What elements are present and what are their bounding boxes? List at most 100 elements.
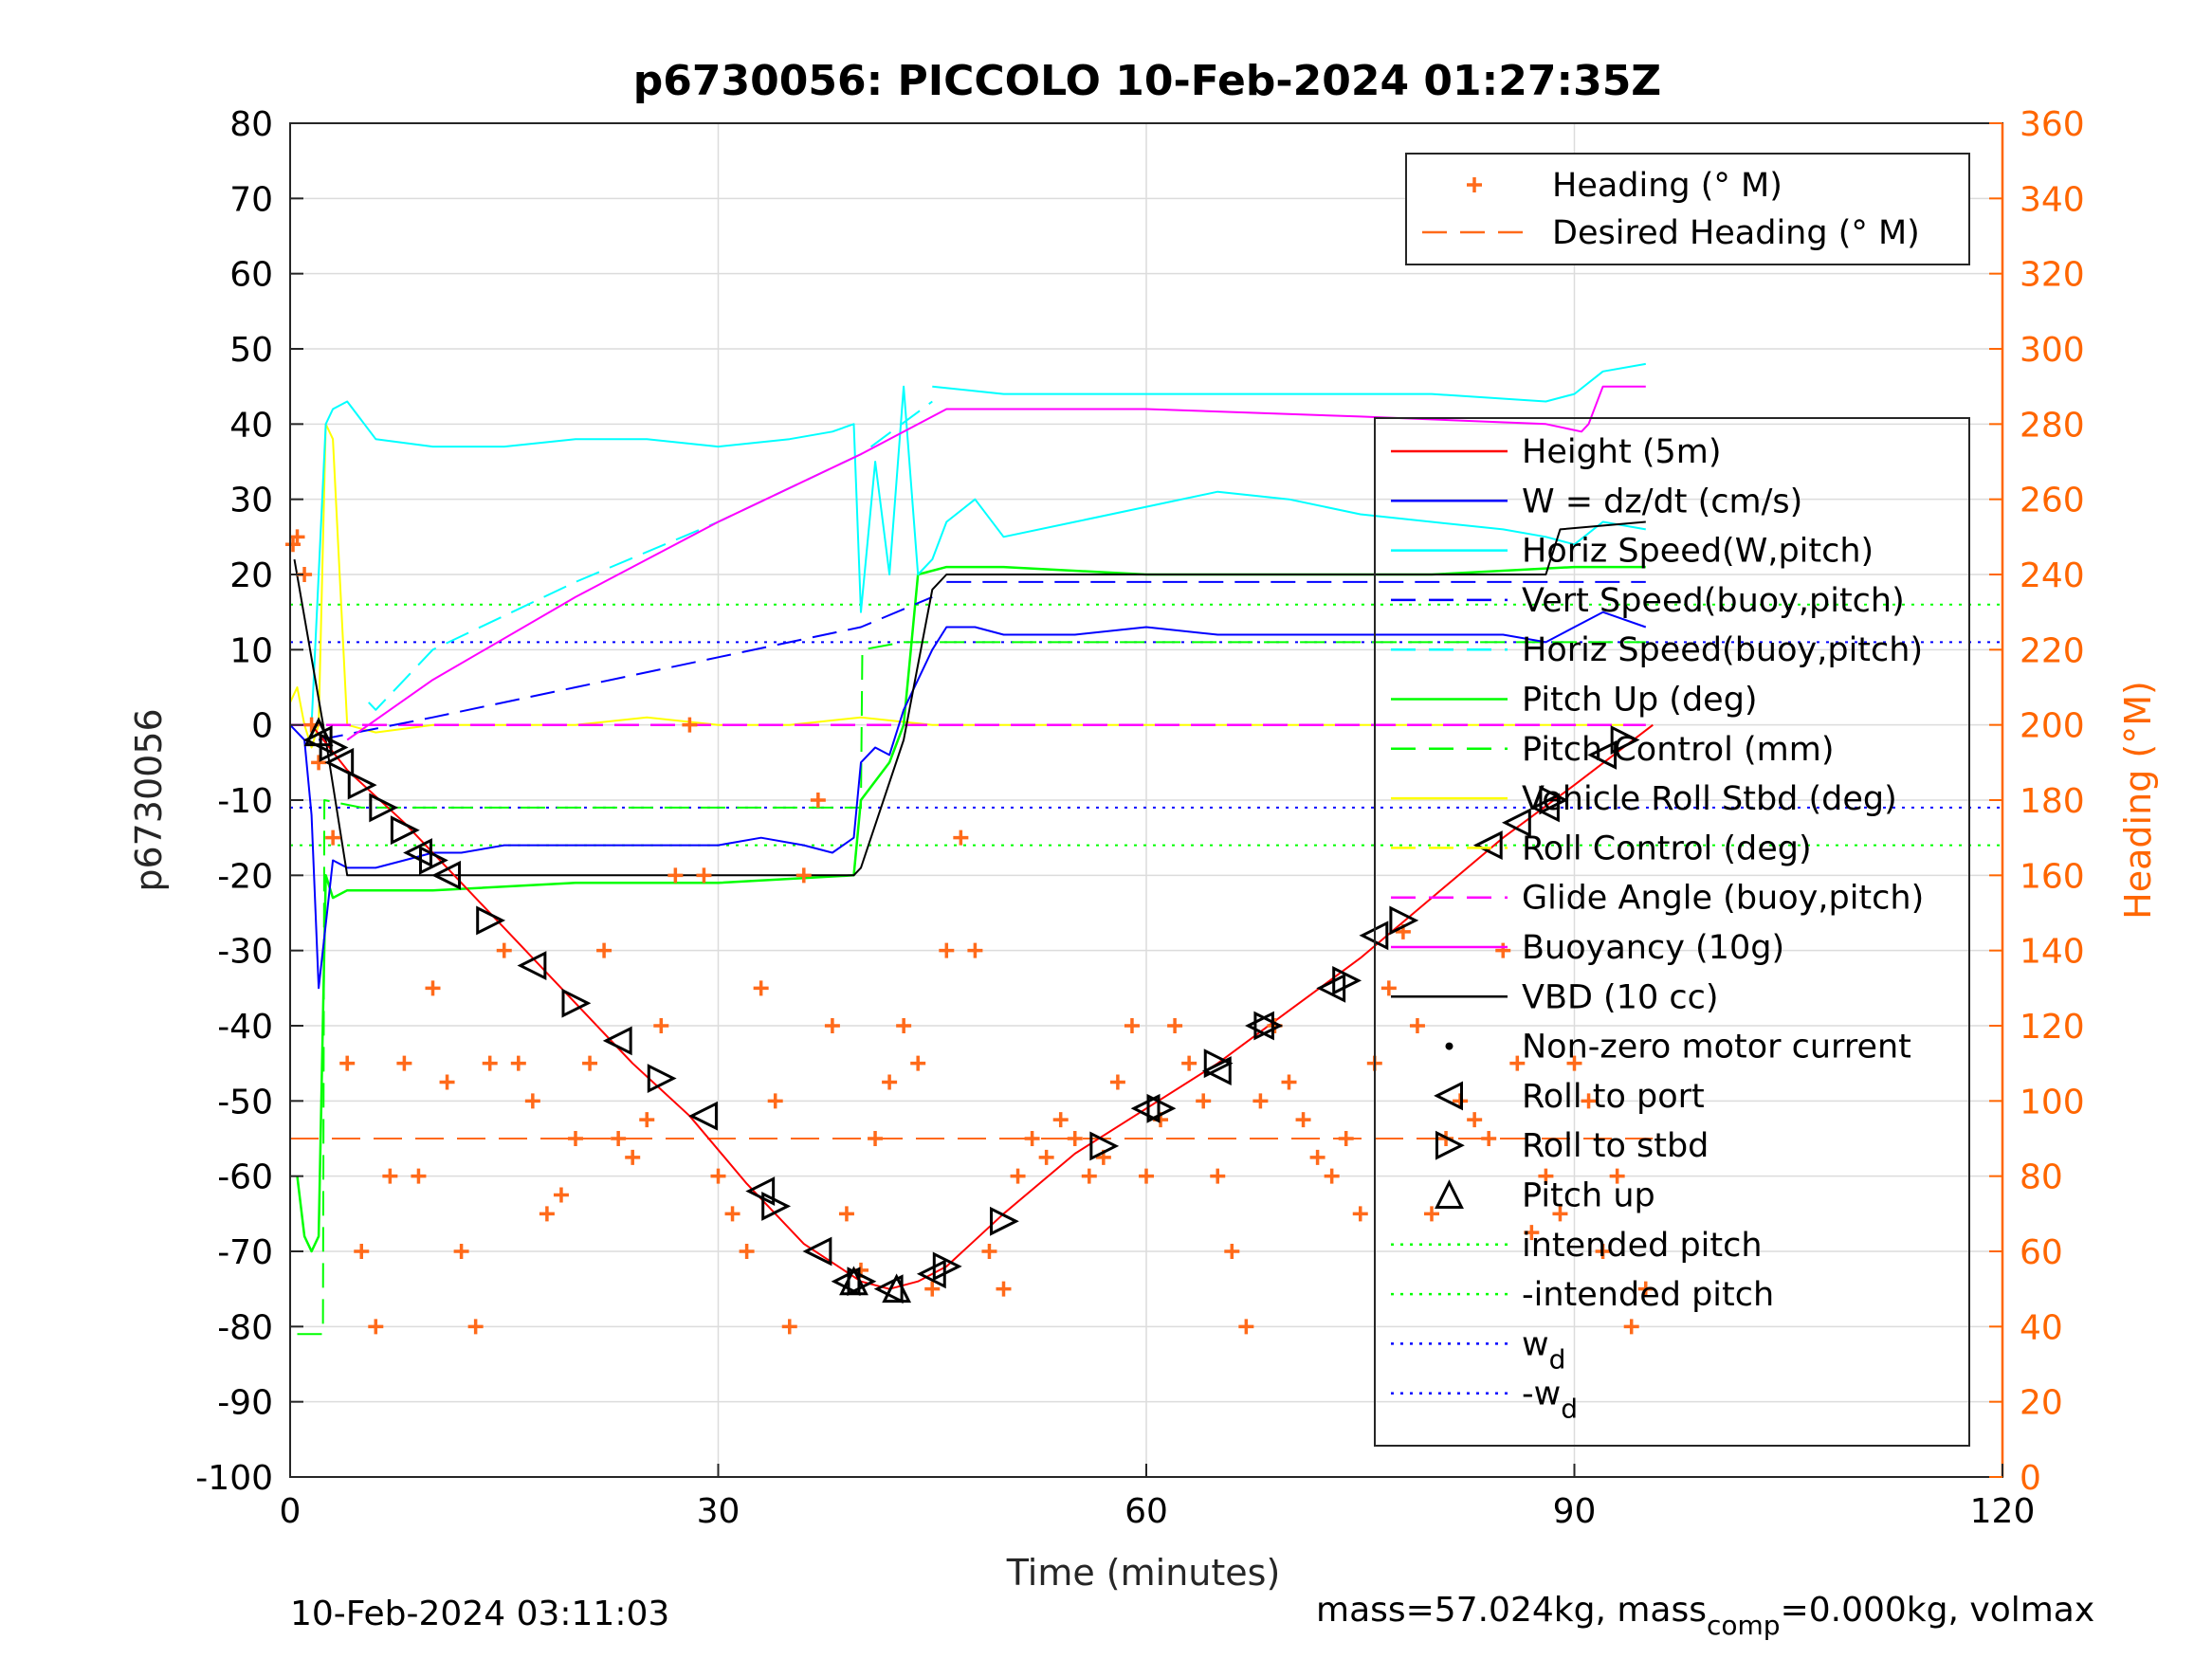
- roll-stbd-marker: [1332, 965, 1362, 995]
- y-tick-label: 10: [229, 631, 273, 670]
- x-axis-ticks: 0 30 60 90 120: [280, 1464, 2036, 1531]
- roll-stbd-marker: [647, 1064, 677, 1093]
- heading-point: [810, 793, 826, 808]
- pitch-up-marker: [839, 1266, 868, 1296]
- roll-port-marker: [431, 860, 462, 890]
- heading-point: [625, 1149, 641, 1165]
- heading-point: [289, 529, 305, 545]
- heading-point: [1481, 1131, 1497, 1146]
- horiz-speed-w-top-series-line: [932, 362, 1646, 403]
- right-tick-label: 160: [2020, 857, 2085, 896]
- right-tick-label: 360: [2020, 105, 2085, 144]
- heading-point: [596, 942, 612, 958]
- right-axis-ticks: 3603403203002802602402202001801601401201…: [1989, 105, 2085, 1498]
- heading-point: [467, 1319, 484, 1335]
- horiz-speed-w-series-line: [310, 385, 1646, 725]
- heading-point: [896, 1018, 912, 1033]
- heading-point: [1252, 1093, 1269, 1109]
- w-series-line: [289, 611, 1647, 990]
- pitch-up-marker: [882, 1273, 912, 1304]
- heading-point: [1524, 1225, 1540, 1241]
- y-tick-label: -10: [217, 782, 273, 821]
- legend-main-label: -intended pitch: [1522, 1276, 1774, 1314]
- legend-main-label: Roll to stbd: [1522, 1127, 1709, 1165]
- y-tick-label: -100: [195, 1459, 273, 1498]
- right-tick-label: 140: [2020, 933, 2085, 972]
- roll-stbd-marker: [561, 988, 592, 1018]
- x-tick-label: 120: [1970, 1492, 2036, 1531]
- heading-point: [1139, 1168, 1154, 1184]
- legend-main-sample: [1435, 1130, 1465, 1160]
- legend-main-box: [1374, 417, 1970, 1447]
- heading-point: [924, 1281, 941, 1297]
- heading-point: [368, 1319, 384, 1335]
- right-tick-label: 300: [2020, 331, 2085, 370]
- roll-stbd-marker: [1253, 1011, 1284, 1041]
- y-tick-label: -30: [217, 933, 273, 972]
- roll-stbd-marker: [990, 1206, 1019, 1236]
- legend-main-label: Roll to port: [1522, 1078, 1705, 1116]
- heading-point: [396, 1055, 412, 1071]
- heading-point: [382, 1168, 398, 1184]
- pitch-up-marker: [303, 717, 334, 747]
- x-tick-label: 60: [1124, 1492, 1168, 1531]
- heading-point: [1566, 1055, 1582, 1071]
- grid: [289, 122, 2003, 1478]
- roll-stbd-marker: [419, 846, 448, 875]
- right-tick-label: 120: [2020, 1008, 2085, 1047]
- heading-point: [710, 1168, 726, 1184]
- right-tick-label: 320: [2020, 256, 2085, 295]
- roll-port-marker: [602, 1026, 632, 1056]
- heading-point: [1623, 1319, 1639, 1335]
- y-tick-label: 50: [229, 331, 273, 370]
- heading-point: [553, 1187, 569, 1203]
- y-axis-ticks: 80 70 60 50 40 30 20 10 0 -10 -20 -30 -40 -50 -60 -70 -8…: [195, 105, 303, 1498]
- roll-stbd-marker: [1089, 1131, 1120, 1161]
- legend-heading: Heading (° M) Desired Heading (° M): [1405, 153, 1970, 265]
- y-tick-label: -90: [217, 1384, 273, 1423]
- heading-point: [611, 1131, 627, 1146]
- heading-point: [311, 755, 327, 771]
- legend-main-label: Vehicle Roll Stbd (deg): [1522, 780, 1897, 818]
- roll-stbd-marker: [347, 770, 377, 800]
- y-tick-label: -70: [217, 1233, 273, 1272]
- footer-mass-sub: comp: [1707, 1610, 1781, 1641]
- heading-point: [1424, 1206, 1439, 1222]
- legend-main-label-sub: d: [1561, 1394, 1578, 1425]
- roll-stbd-marker: [476, 905, 506, 936]
- chart-title: p6730056: PICCOLO 10-Feb-2024 01:27:35Z: [633, 57, 1661, 105]
- legend-heading-label: Heading (° M): [1552, 167, 1782, 205]
- legend-main-label: Pitch Up (deg): [1522, 682, 1758, 720]
- y-axis-label: p6730056: [128, 708, 170, 891]
- heading-point: [1637, 1281, 1654, 1297]
- legend-main-label: Pitch up: [1522, 1177, 1655, 1215]
- heading-point: [582, 1055, 598, 1071]
- height-series-line: [310, 723, 1654, 1290]
- heading-point: [1109, 1074, 1125, 1090]
- roll-stbd-marker: [1203, 1048, 1234, 1079]
- heading-point: [1224, 1244, 1240, 1259]
- heading-point: [1052, 1112, 1069, 1128]
- heading-point: [653, 1018, 669, 1033]
- right-tick-label: 260: [2020, 482, 2085, 520]
- y-tick-label: -80: [217, 1308, 273, 1347]
- x-axis-label: Time (minutes): [1006, 1552, 1281, 1594]
- heading-point: [1324, 1168, 1340, 1184]
- y-tick-label: 30: [229, 482, 273, 520]
- right-tick-label: 340: [2020, 180, 2085, 219]
- x-tick-label: 30: [697, 1492, 740, 1531]
- right-tick-label: 0: [2020, 1459, 2041, 1498]
- legend-main-label: Horiz Speed(W,pitch): [1522, 533, 1874, 571]
- heading-point: [910, 1055, 926, 1071]
- heading-point: [1409, 1018, 1425, 1033]
- heading-point: [1238, 1319, 1254, 1335]
- heading-point: [1124, 1018, 1140, 1033]
- legend-main-label: VBD (10 cc): [1522, 978, 1719, 1016]
- roll-port-marker: [1130, 1093, 1161, 1123]
- heading-point: [1509, 1055, 1526, 1071]
- heading-point: [1352, 1206, 1368, 1222]
- vbd-series-line: [293, 520, 1646, 877]
- heading-point: [1167, 1018, 1183, 1033]
- legend-main-label: Glide Angle (buoy,pitch): [1522, 880, 1924, 918]
